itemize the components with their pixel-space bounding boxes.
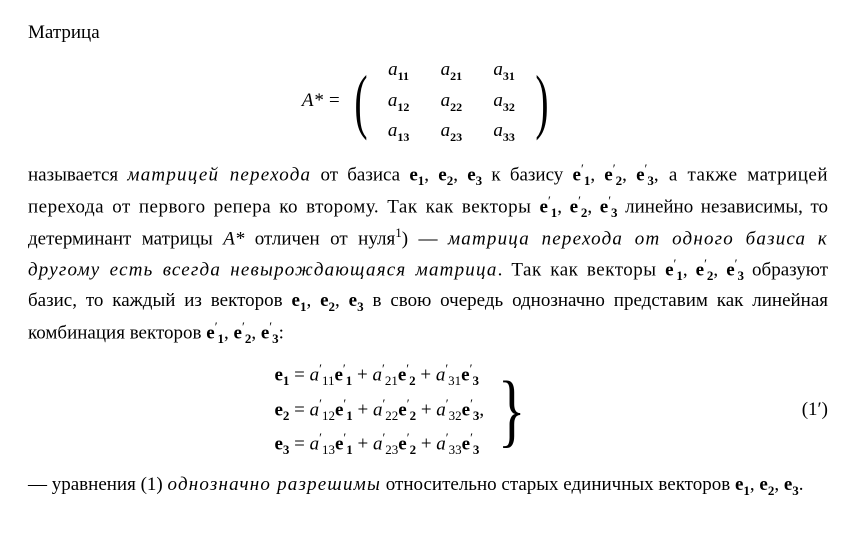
vec-e2-b: e xyxy=(320,290,328,311)
vec-e2-f: e xyxy=(759,474,767,495)
equation-lines: e1 = a′11e′1 + a′21e′2 + a′31e′3 e2 = a′… xyxy=(274,357,484,462)
lead-word: Матрица xyxy=(28,18,828,47)
vec-e1: e xyxy=(409,164,417,185)
eq-line-2: e2 = a′12e′1 + a′22e′2 + a′32e′3, xyxy=(274,394,484,426)
cell-a21-sym: a xyxy=(441,59,451,80)
comma-13: , xyxy=(750,474,760,495)
cell-a22-sym: a xyxy=(441,90,451,111)
p1-frag-a: называется xyxy=(28,164,127,185)
comma-4: , xyxy=(622,164,636,185)
vec-e2p-c: e xyxy=(696,259,704,280)
eq-line-3: e3 = a′13e′1 + a′23e′2 + a′33e′3 xyxy=(274,428,484,460)
vec-e2p: e xyxy=(604,164,612,185)
a-star: A* xyxy=(223,228,244,249)
p1-frag-g: ) — xyxy=(402,228,448,249)
cell-a33-sym: a xyxy=(493,120,503,141)
vec-e3p: e xyxy=(636,164,644,185)
comma-3: , xyxy=(590,164,604,185)
comma-9: , xyxy=(306,290,320,311)
equation-group: e1 = a′11e′1 + a′21e′2 + a′31e′3 e2 = a′… xyxy=(28,357,828,462)
vec-e1p-c: e xyxy=(665,259,673,280)
p1-italic-1: матрицей перехода xyxy=(127,164,311,185)
vec-e3-b: e xyxy=(349,290,357,311)
cell-a11-sub: 11 xyxy=(398,69,409,83)
colon: : xyxy=(279,322,284,343)
vec-e1-b: e xyxy=(292,290,300,311)
p2-frag-a: — уравнения (1) xyxy=(28,474,168,495)
matrix-lhs: A* = xyxy=(302,86,341,115)
period: . xyxy=(799,474,804,495)
eq-line-1: e1 = a′11e′1 + a′21e′2 + a′31e′3 xyxy=(274,359,484,391)
equation-number: (1′) xyxy=(778,395,828,424)
p2-italic: однозначно разрешимы xyxy=(168,474,382,495)
paragraph-2: — уравнения (1) однозначно разрешимы отн… xyxy=(28,470,828,501)
vec-e3: e xyxy=(467,164,475,185)
comma-5: , xyxy=(557,196,569,217)
cell-a21-sub: 21 xyxy=(450,69,462,83)
cell-a13-sym: a xyxy=(388,120,398,141)
p1-frag-b: от базиса xyxy=(311,164,409,185)
comma-11: , xyxy=(224,322,234,343)
cell-a12-sub: 12 xyxy=(397,100,409,114)
right-brace-icon: } xyxy=(498,369,526,451)
vec-e3p-d: e xyxy=(261,322,269,343)
matrix-body: ( a11 a21 a31 a12 a22 a32 a13 a23 a33 ) xyxy=(349,53,554,148)
cell-a31-sym: a xyxy=(493,59,503,80)
cell-a32-sub: 32 xyxy=(503,100,515,114)
vec-e1p-d: e xyxy=(206,322,214,343)
comma-10: , xyxy=(335,290,349,311)
comma-1: , xyxy=(424,164,438,185)
matrix-cells: a11 a21 a31 a12 a22 a32 a13 a23 a33 xyxy=(373,53,531,148)
comma-8: , xyxy=(713,259,726,280)
vec-e2p-b: e xyxy=(570,196,578,217)
comma-12: , xyxy=(251,322,261,343)
cell-a11-sym: a xyxy=(388,59,398,80)
paragraph-1: называется матрицей перехода от базиса e… xyxy=(28,159,828,350)
p1-frag-f: отличен от нуля xyxy=(244,228,395,249)
p1-frag-h: . Так как векторы xyxy=(498,259,665,280)
right-paren-icon: ) xyxy=(535,65,548,137)
cell-a33-sub: 33 xyxy=(503,130,515,144)
comma-14: , xyxy=(774,474,784,495)
left-paren-icon: ( xyxy=(354,65,367,137)
cell-a32-sym: a xyxy=(493,90,503,111)
matrix-definition: A* = ( a11 a21 a31 a12 a22 a32 a13 a23 a… xyxy=(28,53,828,148)
cell-a23-sub: 23 xyxy=(450,130,462,144)
vec-e2p-d: e xyxy=(234,322,242,343)
comma-6: , xyxy=(587,196,599,217)
cell-a12-sym: a xyxy=(388,90,398,111)
comma-7: , xyxy=(683,259,696,280)
cell-a13-sub: 13 xyxy=(397,130,409,144)
vec-e1p: e xyxy=(573,164,581,185)
comma-2: , xyxy=(453,164,467,185)
vec-e3p-b: e xyxy=(600,196,608,217)
p1-frag-c: к базису xyxy=(482,164,572,185)
cell-a22-sub: 22 xyxy=(450,100,462,114)
vec-e2: e xyxy=(438,164,446,185)
p2-frag-b: относительно старых единичных векторов xyxy=(381,474,735,495)
vec-e1p-b: e xyxy=(540,196,548,217)
vec-e3p-c: e xyxy=(726,259,734,280)
vec-e3-f: e xyxy=(784,474,792,495)
cell-a23-sym: a xyxy=(441,120,451,141)
cell-a31-sub: 31 xyxy=(503,69,515,83)
